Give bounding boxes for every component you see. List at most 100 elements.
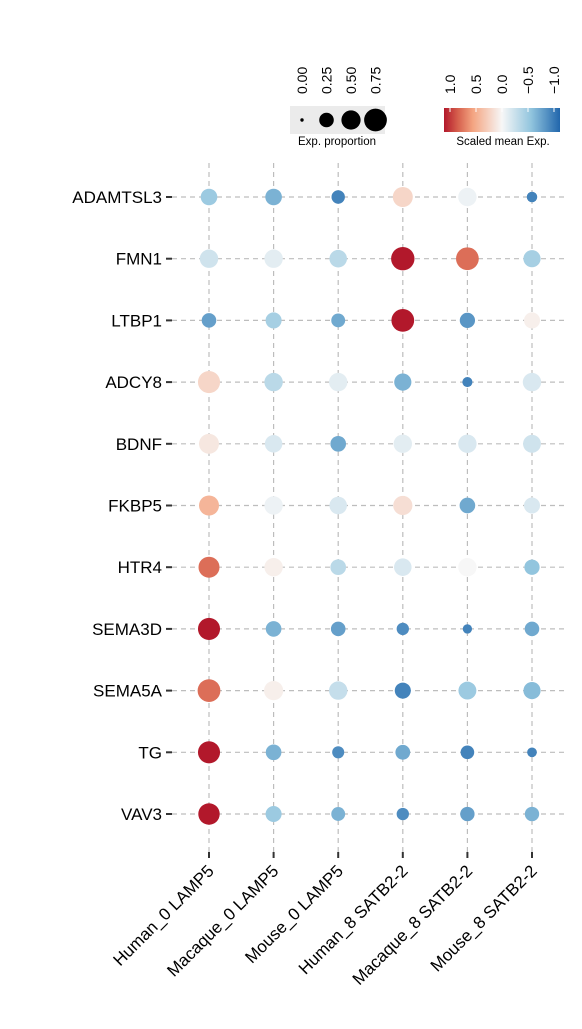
dot-adamtsl3-human-0-lamp5: [200, 188, 218, 206]
dot-sema3d-mouse-8-satb2-2: [524, 621, 540, 637]
dot-bdnf-mouse-0-lamp5: [330, 435, 347, 452]
dot-adcy8-mouse-0-lamp5: [329, 372, 348, 392]
color-legend-label-0: 1.0: [442, 74, 458, 94]
size-legend-dot-3: [364, 108, 387, 132]
legends: 0.00 0.25 0.50 0.75 Exp. proportion 1.0 0.5 0.0…: [290, 66, 562, 148]
dot-adcy8-human-0-lamp5: [197, 371, 221, 394]
dot-ltbp1-mouse-0-lamp5: [331, 313, 346, 328]
dot-tg-mouse-8-satb2-2: [527, 747, 537, 758]
dot-sema5a-human-0-lamp5: [197, 679, 221, 702]
dot-sema3d-macaque-0-lamp5: [265, 621, 282, 637]
size-legend-dot-1: [319, 112, 334, 128]
gene-label-adcy8: ADCY8: [105, 373, 162, 392]
category-label-macaque-8-satb2-2: Macaque_8 SATB2‑2: [349, 861, 476, 988]
dot-vav3-human-0-lamp5: [198, 803, 220, 825]
category-label-human-8-satb2-2: Human_8 SATB2‑2: [295, 861, 412, 978]
dot-sema5a-human-8-satb2-2: [394, 682, 411, 699]
dot-htr4-mouse-8-satb2-2: [524, 559, 540, 575]
dot-fmn1-mouse-8-satb2-2: [523, 250, 541, 268]
dot-sema5a-macaque-8-satb2-2: [458, 681, 477, 700]
dot-adcy8-human-8-satb2-2: [394, 373, 412, 391]
dot-sema5a-mouse-0-lamp5: [329, 681, 348, 700]
size-legend-label-1: 0.25: [319, 67, 335, 94]
dot-htr4-human-0-lamp5: [198, 556, 220, 578]
dot-vav3-mouse-0-lamp5: [331, 807, 346, 821]
dot-ltbp1-macaque-0-lamp5: [265, 312, 282, 329]
gene-label-fkbp5: FKBP5: [108, 497, 162, 516]
dot-ltbp1-human-8-satb2-2: [391, 309, 415, 332]
size-legend-dot-0: [300, 118, 304, 122]
color-legend-label-2: 0.0: [494, 74, 510, 94]
gene-label-sema3d: SEMA3D: [92, 620, 162, 639]
size-legend-label-2: 0.50: [343, 67, 359, 94]
dot-tg-human-0-lamp5: [197, 741, 221, 764]
dot-vav3-mouse-8-satb2-2: [524, 806, 540, 822]
gene-label-htr4: HTR4: [118, 558, 162, 577]
gene-label-vav3: VAV3: [121, 805, 162, 824]
dot-fkbp5-human-8-satb2-2: [393, 495, 413, 516]
dot-sema3d-human-0-lamp5: [197, 617, 221, 640]
dot-adamtsl3-mouse-0-lamp5: [331, 190, 345, 204]
dot-fkbp5-mouse-8-satb2-2: [523, 497, 541, 514]
dot-adamtsl3-macaque-0-lamp5: [265, 188, 282, 206]
axes: ADAMTSL3 FMN1 LTBP1 ADCY8 BDNF FKBP5 HTR4 SEMA3…: [72, 188, 541, 989]
dot-ltbp1-mouse-8-satb2-2: [523, 312, 541, 329]
gene-label-ltbp1: LTBP1: [111, 311, 162, 330]
dot-sema3d-mouse-0-lamp5: [330, 621, 346, 637]
size-legend-label-3: 0.75: [368, 67, 384, 94]
size-legend-dot-2: [341, 110, 361, 130]
dot-sema5a-mouse-8-satb2-2: [523, 682, 541, 700]
dot-tg-mouse-0-lamp5: [332, 746, 345, 759]
dot-fkbp5-mouse-0-lamp5: [329, 496, 347, 515]
dot-htr4-human-8-satb2-2: [394, 558, 412, 576]
dot-vav3-macaque-0-lamp5: [265, 805, 282, 823]
dot-fmn1-human-8-satb2-2: [391, 247, 415, 271]
dot-fmn1-macaque-8-satb2-2: [456, 247, 479, 271]
dot-tg-macaque-8-satb2-2: [460, 745, 475, 760]
dot-ltbp1-macaque-8-satb2-2: [459, 312, 476, 329]
dot-adamtsl3-macaque-8-satb2-2: [458, 187, 477, 207]
dot-vav3-macaque-8-satb2-2: [460, 806, 475, 822]
color-legend-label-4: −1.0: [546, 66, 562, 94]
color-legend-label-3: −0.5: [520, 66, 536, 94]
dot-fmn1-macaque-0-lamp5: [264, 249, 283, 268]
gene-label-adamtsl3: ADAMTSL3: [72, 188, 162, 207]
category-label-mouse-8-satb2-2: Mouse_8 SATB2‑2: [427, 861, 541, 975]
dot-htr4-macaque-0-lamp5: [264, 558, 283, 577]
dot-adamtsl3-human-8-satb2-2: [392, 187, 413, 207]
grid-lines: [172, 163, 568, 852]
color-legend-title: Scaled mean Exp.: [456, 136, 549, 148]
dot-sema3d-human-8-satb2-2: [396, 622, 409, 636]
dot-adcy8-mouse-8-satb2-2: [522, 372, 542, 392]
dot-adcy8-macaque-0-lamp5: [264, 372, 283, 392]
dot-bdnf-human-0-lamp5: [199, 433, 219, 454]
category-label-macaque-0-lamp5: Macaque_0 LAMP5: [163, 861, 282, 980]
dot-bdnf-macaque-0-lamp5: [264, 435, 283, 453]
dot-ltbp1-human-0-lamp5: [201, 313, 217, 328]
dots: [197, 187, 542, 825]
size-legend-label-0: 0.00: [294, 67, 310, 94]
dot-adcy8-macaque-8-satb2-2: [462, 377, 473, 388]
dot-bdnf-macaque-8-satb2-2: [458, 434, 477, 453]
dot-fmn1-human-0-lamp5: [199, 249, 219, 268]
dot-bdnf-mouse-8-satb2-2: [523, 434, 541, 453]
gene-label-tg: TG: [138, 743, 162, 762]
gene-label-sema5a: SEMA5A: [93, 682, 163, 701]
gene-label-fmn1: FMN1: [116, 250, 162, 269]
dot-htr4-macaque-8-satb2-2: [458, 558, 477, 577]
dot-sema3d-macaque-8-satb2-2: [462, 624, 473, 634]
size-legend-title: Exp. proportion: [298, 136, 376, 148]
dot-adamtsl3-mouse-8-satb2-2: [526, 191, 538, 203]
dot-fkbp5-macaque-8-satb2-2: [459, 497, 476, 514]
gene-label-bdnf: BDNF: [116, 435, 162, 454]
dot-sema5a-macaque-0-lamp5: [263, 680, 284, 701]
dot-vav3-human-8-satb2-2: [396, 807, 409, 821]
dot-bdnf-human-8-satb2-2: [393, 434, 412, 453]
dot-tg-macaque-0-lamp5: [265, 744, 282, 761]
color-legend-label-1: 0.5: [468, 74, 484, 94]
dot-fmn1-mouse-0-lamp5: [329, 249, 347, 268]
dot-htr4-mouse-0-lamp5: [330, 559, 347, 576]
dot-fkbp5-macaque-0-lamp5: [264, 496, 283, 515]
dot-tg-human-8-satb2-2: [395, 744, 411, 760]
